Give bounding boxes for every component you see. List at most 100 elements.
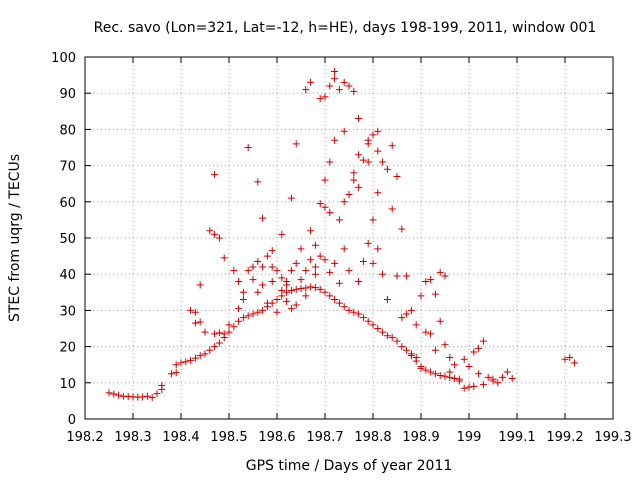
data-point [244,267,252,275]
data-point [292,140,300,148]
data-point [398,225,406,233]
data-point [479,381,487,389]
x-tick-labels: 198.2 198.3 198.4 198.5 198.6 198.7 198.8 198.9… [66,430,631,445]
data-point [465,383,473,391]
data-point [403,272,411,280]
data-point [278,230,286,238]
data-point [283,281,291,289]
data-point [263,299,271,307]
data-point [383,332,391,340]
data-point [206,346,214,354]
data-point [302,284,310,292]
y-tick-label: 80 [59,123,76,138]
data-point [407,306,415,314]
y-tick-label: 10 [59,377,76,392]
y-tick-label: 20 [59,341,76,356]
data-point [297,285,305,293]
data-point [436,372,444,380]
data-point [244,144,252,151]
data-point [561,355,569,363]
data-point [427,330,435,338]
data-point [287,267,295,275]
data-point [470,348,478,356]
data-point [364,239,372,247]
data-point [489,377,497,385]
data-point [355,183,363,191]
data-point [259,214,267,222]
data-point [335,279,343,287]
data-point [331,75,339,83]
data-point [115,391,123,399]
chart-title: Rec. savo (Lon=321, Lat=-12, h=HE), days… [94,20,597,36]
data-point [479,337,487,345]
data-point [244,312,252,320]
x-tick-label: 199.2 [546,430,583,445]
data-point [398,314,406,322]
data-point [326,82,334,90]
data-point [494,379,502,387]
data-point [220,254,228,262]
data-point [374,147,382,155]
data-point [316,252,324,260]
data-point [249,276,257,284]
data-point [350,176,358,184]
data-point [369,131,377,139]
grid-lines [85,57,613,419]
data-point [335,216,343,224]
data-point [273,308,281,316]
data-point [326,209,334,217]
data-point [571,359,579,367]
data-point [211,330,219,338]
data-point [259,281,267,289]
data-point [283,297,291,305]
data-point [235,305,243,313]
data-point [393,172,401,180]
data-point [220,330,228,338]
data-point [292,285,300,293]
y-tick-label: 90 [59,87,76,102]
data-point [211,343,219,351]
y-tick-label: 60 [59,196,76,211]
data-point [254,258,262,266]
data-point [359,314,367,322]
data-point [302,292,310,300]
data-point [311,284,319,292]
data-point [215,234,223,242]
data-point [153,390,161,398]
data-point [321,288,329,296]
data-point [431,370,439,378]
data-point [187,306,195,314]
data-point [326,158,334,166]
data-point [331,136,339,144]
data-point [307,283,315,291]
data-point [273,267,281,275]
data-point [249,263,257,271]
data-point [422,277,430,285]
data-point [148,394,156,402]
data-point [364,158,372,166]
data-point [340,245,348,253]
x-tick-label: 199.3 [594,430,631,445]
data-point [316,95,324,103]
data-point [379,328,387,336]
data-point [403,346,411,354]
data-point [455,377,463,385]
x-tick-label: 198.9 [402,430,439,445]
data-point [326,292,334,300]
data-point [201,350,209,358]
data-point [499,373,507,381]
x-tick-label: 198.8 [354,430,391,445]
data-point [508,374,516,382]
data-point [292,259,300,267]
data-point [287,286,295,294]
data-point [311,270,319,278]
y-tick-label: 50 [59,232,76,247]
data-point [374,245,382,253]
data-point [196,352,204,360]
y-tick-label: 70 [59,160,76,175]
x-tick-label: 198.3 [114,430,151,445]
data-point [139,393,147,401]
data-point [263,252,271,260]
data-point [211,230,219,238]
data-point [283,288,291,296]
